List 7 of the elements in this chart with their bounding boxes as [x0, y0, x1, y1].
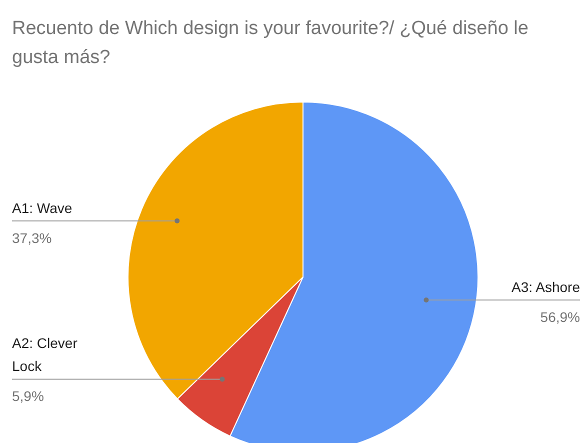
data-label: 5,9%	[12, 388, 44, 404]
chart-title: Recuento de Which design is your favourite?/ ¿Qué diseño le gusta más?	[12, 17, 530, 70]
slice-label: A2: Clever Lock	[12, 335, 78, 374]
data-label: 56,9%	[540, 309, 580, 325]
slice-label: A3: Ashore	[512, 279, 580, 295]
data-label: 37,3%	[12, 230, 52, 246]
slice-label: A1: Wave	[12, 200, 72, 216]
